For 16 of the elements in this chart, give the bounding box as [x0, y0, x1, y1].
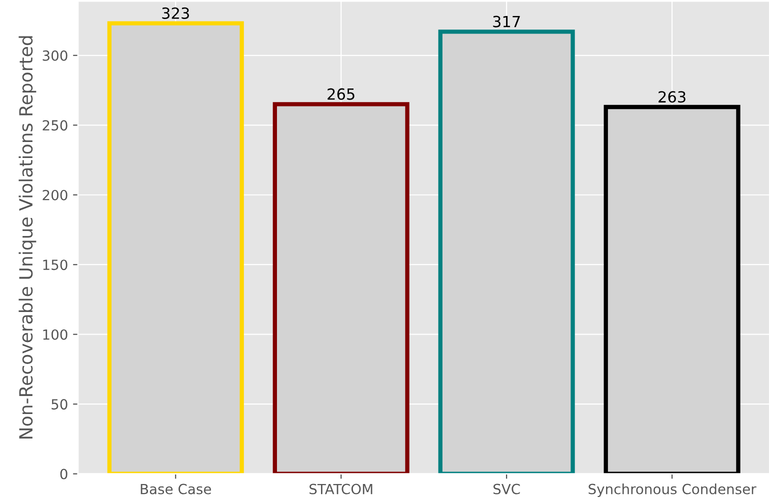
y-tick-label: 250 — [42, 120, 68, 131]
data-label: 265 — [328, 88, 354, 100]
x-tick-label: SVC — [493, 484, 520, 494]
y-tick-label: 150 — [43, 260, 68, 270]
data-label: 317 — [493, 16, 520, 28]
y-tick-label: 300 — [42, 50, 68, 61]
data-label: 323 — [162, 7, 189, 19]
x-tick-label: Base Case — [140, 484, 211, 494]
y-axis-title: Non-Recoverable Unique Violations Reported — [18, 36, 36, 438]
y-tick-label: 50 — [52, 399, 68, 410]
y-tick-label: 100 — [43, 329, 68, 340]
x-tick-label: Synchronous Condenser — [588, 484, 756, 497]
y-tick-label: 200 — [42, 190, 68, 200]
y-tick-label: 0 — [60, 468, 68, 480]
x-tick-label: STATCOM — [310, 484, 372, 494]
data-label: 263 — [658, 91, 686, 103]
